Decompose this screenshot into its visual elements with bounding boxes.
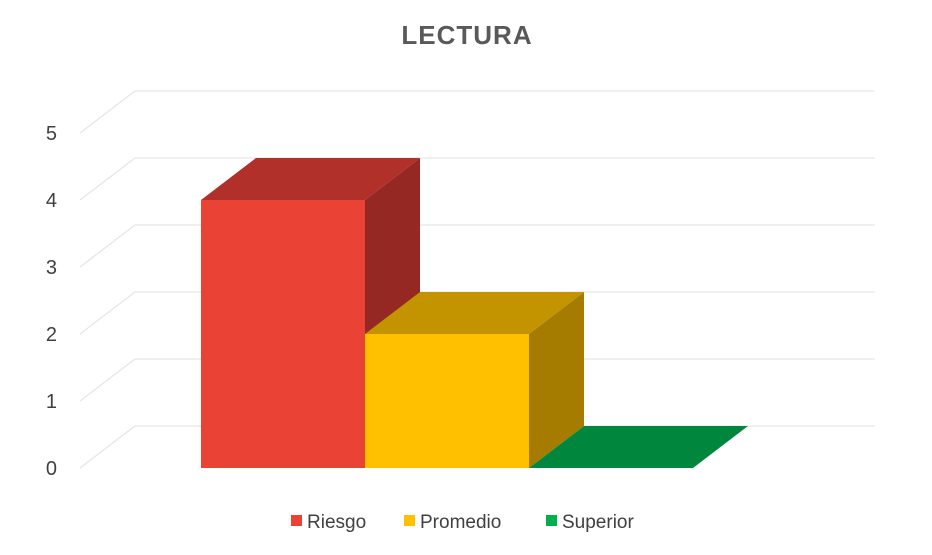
y-tick-label-3: 3 [46, 257, 57, 279]
gridline-1 [79, 358, 875, 402]
legend-swatch [546, 515, 557, 526]
y-axis-tick-labels: 0 1 2 3 4 5 [46, 123, 57, 480]
y-tick-label-4: 4 [46, 190, 57, 212]
bar-promedio [365, 292, 584, 468]
legend-item-riesgo: Riesgo [291, 512, 366, 533]
legend-label: Riesgo [307, 512, 366, 533]
legend: Riesgo Promedio Superior [291, 512, 634, 533]
gridline-4 [79, 157, 875, 201]
legend-swatch [404, 515, 415, 526]
gridline-3 [79, 224, 875, 268]
bars [201, 158, 748, 468]
chart-title: LECTURA [401, 20, 532, 50]
legend-label: Promedio [420, 512, 501, 533]
legend-swatch [291, 515, 302, 526]
bar-front-face [365, 334, 529, 468]
bar-top-face [529, 426, 748, 468]
gridline-2 [79, 291, 875, 335]
bar-side-face [529, 292, 584, 468]
legend-item-superior: Superior [546, 512, 634, 533]
legend-label: Superior [562, 512, 634, 533]
y-tick-label-1: 1 [46, 391, 57, 413]
bar-top-face [201, 158, 420, 200]
bar-top-face [365, 292, 584, 334]
legend-item-promedio: Promedio [404, 512, 501, 533]
bar-front-face [201, 200, 365, 468]
gridline-5 [79, 90, 875, 134]
bar-superior [529, 426, 748, 468]
y-tick-label-0: 0 [46, 458, 57, 480]
y-tick-label-5: 5 [46, 123, 57, 145]
y-tick-label-2: 2 [46, 324, 57, 346]
